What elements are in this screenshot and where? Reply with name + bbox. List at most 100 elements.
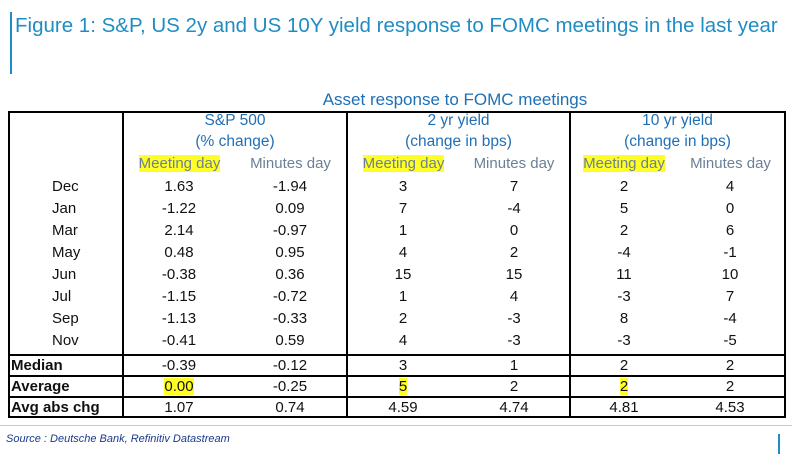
table-divider xyxy=(8,396,786,398)
table-cell: -3 xyxy=(507,332,521,349)
source-note: Source : Deutsche Bank, Refinitiv Datast… xyxy=(6,433,230,445)
subheader-minutes-day: Minutes day xyxy=(250,155,331,172)
summary-cell: 1.07 xyxy=(164,399,194,416)
table-cell: 0.36 xyxy=(275,266,305,283)
table-cell: -0.41 xyxy=(161,332,197,349)
table-border-left xyxy=(8,111,10,418)
table-border-right xyxy=(784,111,786,418)
row-label: Nov xyxy=(52,332,79,349)
table-cell: 7 xyxy=(398,200,408,217)
table-divider xyxy=(122,111,124,418)
summary-label: Median xyxy=(11,357,63,374)
table-cell: -3 xyxy=(617,332,631,349)
table-cell: 1 xyxy=(398,288,408,305)
subheader-meeting-day: Meeting day xyxy=(583,155,665,172)
table-cell: 0.59 xyxy=(275,332,305,349)
table-cell: -4 xyxy=(617,244,631,261)
table-cell: 7 xyxy=(509,178,519,195)
table-cell: 2 xyxy=(619,222,629,239)
summary-cell: 2 xyxy=(725,378,735,395)
table-cell: 4 xyxy=(398,332,408,349)
summary-cell: 3 xyxy=(398,357,408,374)
table-cell: 2 xyxy=(509,244,519,261)
summary-label: Average xyxy=(11,378,70,395)
summary-cell-wrapper: 5 xyxy=(348,377,458,397)
row-label: Jul xyxy=(52,288,72,305)
summary-cell: 5 xyxy=(398,378,408,395)
table-border-top xyxy=(8,111,786,113)
row-label: Sep xyxy=(52,310,79,327)
accent-bar xyxy=(778,434,780,454)
table-cell: 2 xyxy=(619,178,629,195)
footer-divider xyxy=(0,425,792,426)
table-cell: 8 xyxy=(619,310,629,327)
row-label: Mar xyxy=(52,222,78,239)
table-cell: -0.38 xyxy=(161,266,197,283)
table-cell: -0.97 xyxy=(272,222,308,239)
table-cell: -0.72 xyxy=(272,288,308,305)
table-cell: 4 xyxy=(509,288,519,305)
table-cell: 5 xyxy=(619,200,629,217)
summary-cell: -0.39 xyxy=(161,357,197,374)
group-header-2yr: 2 yr yield xyxy=(427,112,490,129)
group-unit-2yr: (change in bps) xyxy=(405,133,512,150)
summary-cell: 2 xyxy=(725,357,735,374)
table-divider xyxy=(8,375,786,377)
row-label: Jan xyxy=(52,200,77,217)
table-cell: 7 xyxy=(725,288,735,305)
table-cell: -5 xyxy=(723,332,737,349)
table-cell: -1.15 xyxy=(161,288,197,305)
summary-cell: 2 xyxy=(619,357,629,374)
table-cell: 1 xyxy=(398,222,408,239)
table-cell: -1.22 xyxy=(161,200,197,217)
summary-cell-wrapper: 0.00 xyxy=(124,377,234,397)
table-cell: 15 xyxy=(394,266,412,283)
table-cell: 0 xyxy=(725,200,735,217)
row-label: May xyxy=(52,244,81,261)
figure-title: Figure 1: S&P, US 2y and US 10Y yield re… xyxy=(10,12,782,74)
table-cell: 0.48 xyxy=(164,244,194,261)
group-unit-10yr: (change in bps) xyxy=(624,133,731,150)
table-cell: -1.94 xyxy=(272,178,308,195)
table-cell: -3 xyxy=(507,310,521,327)
summary-cell: 2 xyxy=(509,378,519,395)
table-cell: -4 xyxy=(723,310,737,327)
summary-cell: 4.53 xyxy=(715,399,745,416)
table-cell: 4 xyxy=(398,244,408,261)
group-header-sp500: S&P 500 xyxy=(204,112,266,129)
table-cell: 0.95 xyxy=(275,244,305,261)
subheader-minutes-day: Minutes day xyxy=(473,155,555,172)
subheader-minutes-day: Minutes day xyxy=(690,155,771,172)
summary-cell: 4.81 xyxy=(609,399,639,416)
table-cell: 0 xyxy=(509,222,519,239)
table-cell: 6 xyxy=(725,222,735,239)
summary-cell-wrapper: 2 xyxy=(569,377,679,397)
summary-cell: 0.00 xyxy=(164,378,194,395)
row-label: Jun xyxy=(52,266,77,283)
table-cell: 15 xyxy=(505,266,523,283)
table-divider xyxy=(8,354,786,356)
summary-cell: 2 xyxy=(619,378,629,395)
table-cell: -4 xyxy=(507,200,521,217)
table-cell: 0.09 xyxy=(275,200,305,217)
summary-cell: -0.12 xyxy=(272,357,308,374)
table-cell: -0.33 xyxy=(272,310,308,327)
summary-cell: 1 xyxy=(509,357,519,374)
table-cell: -1 xyxy=(723,244,737,261)
table-title: Asset response to FOMC meetings xyxy=(322,90,588,109)
table-cell: -1.13 xyxy=(161,310,197,327)
summary-cell: -0.25 xyxy=(272,378,308,395)
table-cell: 3 xyxy=(398,178,408,195)
subheader-meeting-day: Meeting day xyxy=(138,155,221,172)
data-table: S&P 500 (% change) 2 yr yield (change in… xyxy=(8,111,786,418)
row-label: Dec xyxy=(52,178,79,195)
table-cell: 10 xyxy=(721,266,739,283)
summary-cell: 0.74 xyxy=(275,399,305,416)
table-divider xyxy=(569,111,571,418)
summary-cell: 4.74 xyxy=(499,399,529,416)
group-header-10yr: 10 yr yield xyxy=(642,112,713,129)
table-cell: 11 xyxy=(616,266,632,283)
subheader-meeting-day: Meeting day xyxy=(362,155,445,172)
table-cell: 2 xyxy=(398,310,408,327)
summary-label: Avg abs chg xyxy=(11,399,100,416)
